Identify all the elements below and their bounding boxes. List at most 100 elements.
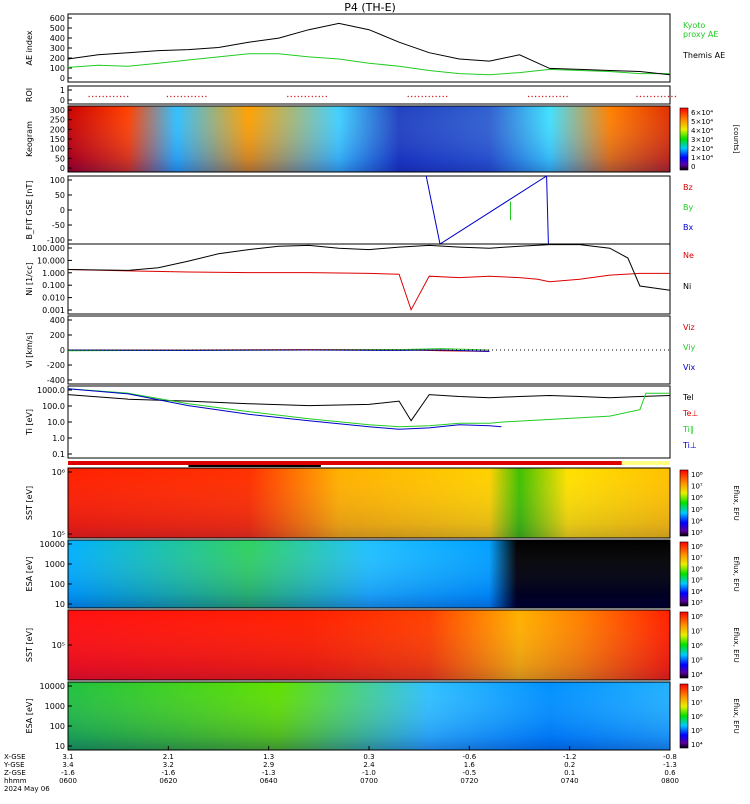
roi-point <box>301 95 303 98</box>
roi-point <box>664 95 666 98</box>
ae-line-0 <box>67 53 670 76</box>
temperature-ytick-label: 1.0 <box>52 434 65 443</box>
panel-roi: ROI 10 <box>25 85 677 105</box>
esa_i-heatmap-shade <box>68 682 670 750</box>
roi-point <box>294 95 296 98</box>
sst_e-colorbar-title: Eflux, EFU <box>732 485 740 520</box>
roi-point <box>91 95 94 98</box>
roi-point <box>639 95 642 98</box>
esa_i-ytick-label: 100 <box>50 722 65 731</box>
roi-point <box>95 95 97 98</box>
sst_e-colorbar <box>679 469 689 537</box>
esa_e-colorbar-tick: 10⁵ <box>691 577 703 585</box>
roi-point <box>184 95 186 98</box>
roi-point <box>88 95 90 98</box>
time-tick-label: 3.4 <box>62 761 74 769</box>
sst_e-ytick-label: 10⁶ <box>52 468 65 477</box>
time-tick-label: -1.3 <box>663 761 677 769</box>
sst_e-colorbar-tick: 10³ <box>691 529 703 537</box>
esa_e-ytick-label: 10 <box>55 600 65 609</box>
sst_e-colorbar-tick: 10⁷ <box>691 483 703 491</box>
roi-point <box>173 95 176 98</box>
esa_e-heatmap-shade <box>68 540 670 608</box>
axis-row-label: 2024 May 06 <box>4 785 50 793</box>
esa_i-colorbar-tick: 10⁷ <box>691 699 703 707</box>
bfield-ytick-label: -100 <box>47 236 65 245</box>
panel-density: Ni [1/cc] 100.000 10.000 1.000 0.100 0.010 0.0… <box>25 243 694 315</box>
keogram-colorbar <box>679 107 689 171</box>
roi-point <box>325 95 327 98</box>
temperature-ytick-label: 10.0 <box>47 418 65 427</box>
esa_e-colorbar-tick: 10⁶ <box>691 565 703 573</box>
roi-point <box>653 95 656 98</box>
time-tick-label: 0720 <box>460 777 478 785</box>
roi-point <box>290 95 292 98</box>
density-ytick-label: 0.100 <box>42 281 65 290</box>
keogram-colorbar-tick: 2×10⁴ <box>691 145 713 153</box>
roi-point <box>425 95 427 98</box>
keogram-colorbar-tick: 0 <box>691 163 695 171</box>
density-ylabel: Ni [1/cc] <box>25 262 34 296</box>
esa_i-ylabel: ESA [eV] <box>25 699 34 734</box>
keogram-ytick-label: 50 <box>55 154 65 163</box>
roi-ytick-label: 0 <box>60 96 65 105</box>
roi-point <box>311 95 313 98</box>
sst_e-colorbar-tick: 10⁴ <box>691 517 703 525</box>
temperature-legend-label: Ti∥ <box>682 425 694 434</box>
panel-esa_e: ESA [eV] 10000 1000 100 10 10⁸ 10⁷ 10⁶ 10⁵ 10⁴ 10³… <box>25 539 740 609</box>
bfield-legend-label: Bx <box>683 223 693 232</box>
roi-point <box>446 95 448 98</box>
time-tick-label: -1.2 <box>563 753 577 761</box>
time-tick-label: 0.1 <box>564 769 575 777</box>
time-tick-label: -1.0 <box>362 769 376 777</box>
ae-legend-label: Themis AE <box>682 51 725 60</box>
panel-esa_i: ESA [eV] 10000 1000 100 10 10⁸ 10⁷ 10⁶ 10⁵ 10⁴ Efl… <box>25 681 740 751</box>
sst_e-heatmap-shade <box>68 468 670 538</box>
roi-point <box>123 95 125 98</box>
time-tick-label: 2.4 <box>363 761 375 769</box>
bfield-legend-label: Bz <box>683 183 693 192</box>
esa_i-colorbar-tick: 10⁵ <box>691 727 703 735</box>
roi-point <box>407 95 409 98</box>
temperature-ytick-label: 100.0 <box>42 402 65 411</box>
roi-point <box>418 95 420 98</box>
density-ytick-label: 0.010 <box>42 294 65 303</box>
roi-point <box>297 95 299 98</box>
roi-point <box>671 95 673 98</box>
roi-point <box>428 95 430 98</box>
ae-legend-label: Kyoto <box>683 21 705 30</box>
time-tick-label: 0600 <box>59 777 77 785</box>
roi-point <box>308 95 310 98</box>
velocity-ytick-label: -400 <box>47 376 65 385</box>
sst_i-ylabel: SST [eV] <box>25 628 34 662</box>
panel-sst_i: SST [eV] 10⁵ 10⁸ 10⁷ 10⁶ 10⁵ 10⁴ Eflux, EFU <box>25 609 740 681</box>
sst_e-colorbar-tick: 10⁸ <box>691 471 703 479</box>
roi-point <box>531 95 533 98</box>
ae-ytick-label: 300 <box>50 44 65 53</box>
density-ytick-label: 10.000 <box>37 256 65 265</box>
keogram-colorbar-tick: 6×10⁴ <box>691 109 713 117</box>
esa_e-colorbar <box>679 541 689 607</box>
esa_e-colorbar-title: Eflux, EFU <box>732 556 740 591</box>
velocity-legend-label: Viy <box>683 343 696 352</box>
roi-point <box>660 95 663 98</box>
density-ytick-label: 100.000 <box>32 244 65 253</box>
roi-point <box>643 95 645 98</box>
roi-point <box>198 95 200 98</box>
keogram-colorbar-title: [counts] <box>732 125 740 154</box>
roi-point <box>432 95 434 98</box>
time-tick-label: 0620 <box>159 777 177 785</box>
ae-legend-label: proxy AE <box>683 30 718 39</box>
roi-point <box>411 95 413 98</box>
time-tick-label: 0.3 <box>363 753 374 761</box>
velocity-legend-label: Vix <box>683 363 696 372</box>
ae-ytick-label: 200 <box>50 54 65 63</box>
time-tick-label: -0.8 <box>663 753 677 761</box>
roi-point <box>315 95 317 98</box>
esa_i-colorbar-tick: 10⁶ <box>691 713 703 721</box>
roi-point <box>102 95 104 98</box>
panel-velocity: Vi [km/s] 400 200 0 -200 -400 Viz Viy Vix <box>25 315 696 385</box>
keogram-colorbar-tick: 5×10⁴ <box>691 118 713 126</box>
roi-point <box>650 95 652 98</box>
sst_e-ylabel: SST [eV] <box>25 486 34 520</box>
